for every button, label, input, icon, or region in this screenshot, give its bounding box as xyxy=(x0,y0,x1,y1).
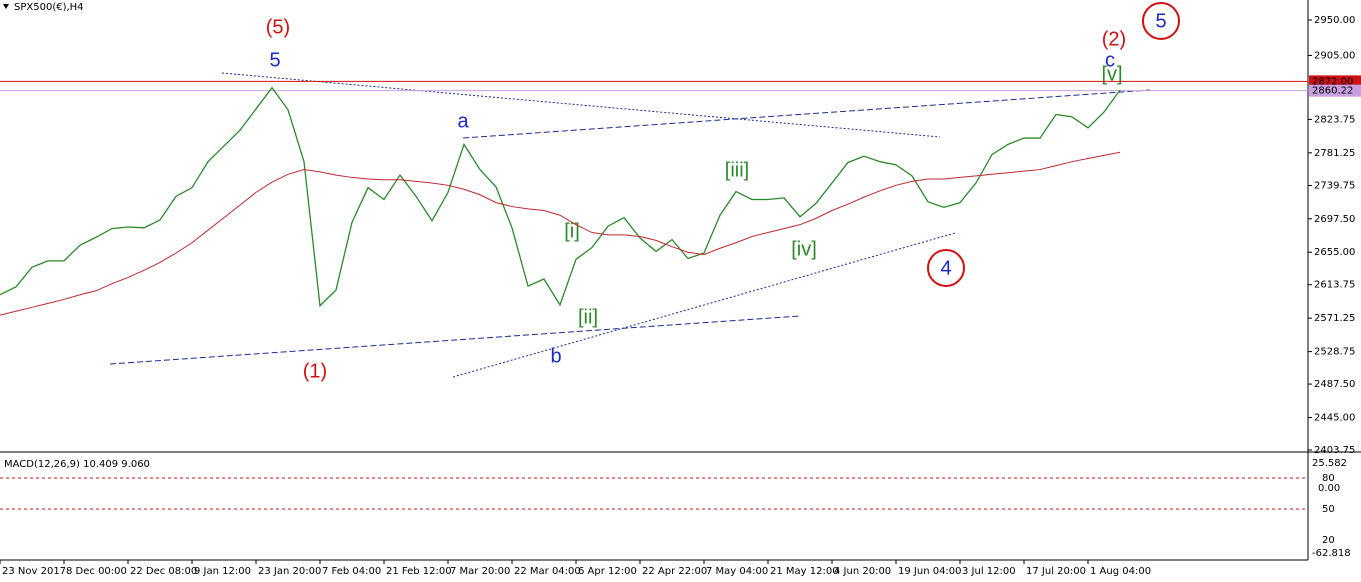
macd-axis-label: -62.818 xyxy=(1312,548,1351,559)
y-tick-label: 2528.75 xyxy=(1314,347,1355,358)
macd-axis-label: 0.00 xyxy=(1318,483,1340,494)
y-tick-label: 2781.25 xyxy=(1314,148,1355,159)
wave-label: a xyxy=(457,110,469,132)
x-tick-label: 7 Mar 20:00 xyxy=(450,566,510,577)
x-tick-label: 22 Dec 08:00 xyxy=(130,566,197,577)
wave-label: [ii] xyxy=(578,306,598,328)
x-tick-label: 23 Nov 2017 xyxy=(2,566,66,577)
x-tick-label: 3 Jul 12:00 xyxy=(962,566,1016,577)
macd-axis-label: 20 xyxy=(1322,535,1335,546)
price-tag-label: 2860.22 xyxy=(1312,86,1353,97)
x-tick-label: 22 Apr 22:00 xyxy=(642,566,707,577)
y-tick-label: 2613.75 xyxy=(1314,280,1355,291)
macd-label: MACD(12,26,9) 10.409 9.060 xyxy=(4,459,150,470)
wave-label: [iii] xyxy=(725,159,749,181)
trend-line xyxy=(221,72,941,138)
y-tick-label: 2445.00 xyxy=(1314,413,1355,424)
price-tag xyxy=(1309,84,1361,97)
price-tag-label: 2872.00 xyxy=(1312,76,1353,87)
wave-label: 5 xyxy=(269,49,280,71)
x-tick-label: 1 Aug 04:00 xyxy=(1090,566,1151,577)
macd-axis-label: 25.582 xyxy=(1312,458,1347,469)
series-line xyxy=(0,86,1121,308)
x-tick-label: 19 Jun 04:00 xyxy=(898,566,962,577)
wave-label: b xyxy=(550,345,561,367)
y-tick-label: 2905.00 xyxy=(1314,50,1355,61)
wave-label: 5 xyxy=(1155,10,1166,32)
x-tick-label: 4 Jun 20:00 xyxy=(834,566,891,577)
x-tick-label: 23 Jan 20:00 xyxy=(258,566,321,577)
wave-label: [iv] xyxy=(791,238,817,260)
y-tick-label: 2403.75 xyxy=(1314,445,1355,456)
x-tick-label: 17 Jul 20:00 xyxy=(1026,566,1086,577)
y-tick-label: 2739.75 xyxy=(1314,181,1355,192)
wave-circle xyxy=(1142,2,1180,40)
wave-circle xyxy=(927,249,965,287)
y-tick-label: 2823.75 xyxy=(1314,114,1355,125)
wave-label: (1) xyxy=(303,360,327,382)
x-tick-label: 21 May 12:00 xyxy=(770,566,839,577)
x-tick-label: 7 May 04:00 xyxy=(706,566,768,577)
wave-label: c xyxy=(1105,49,1115,71)
wave-label: (5) xyxy=(266,16,290,38)
symbol-icon xyxy=(3,4,9,9)
y-tick-label: 2697.50 xyxy=(1314,214,1355,225)
x-tick-label: 7 Feb 04:00 xyxy=(322,566,381,577)
trend-line xyxy=(452,232,956,378)
wave-label: (2) xyxy=(1102,28,1126,50)
y-tick-label: 2655.00 xyxy=(1314,247,1355,258)
x-tick-label: 22 Mar 04:00 xyxy=(514,566,581,577)
x-tick-label: 9 Jan 12:00 xyxy=(194,566,251,577)
macd-axis-label: 80 xyxy=(1322,473,1335,484)
wave-label: [v] xyxy=(1101,63,1122,85)
y-tick-label: 2571.25 xyxy=(1314,313,1355,324)
trend-line xyxy=(109,315,801,365)
macd-axis-label: 50 xyxy=(1322,504,1335,515)
series-line xyxy=(0,151,1121,316)
y-tick-label: 2950.00 xyxy=(1314,15,1355,26)
x-tick-label: 8 Dec 00:00 xyxy=(66,566,127,577)
wave-label: 4 xyxy=(940,257,951,279)
chart-title: SPX500(€),H4 xyxy=(14,2,84,13)
trend-line xyxy=(462,89,1151,139)
price-tag xyxy=(1309,75,1361,88)
y-tick-label: 2487.50 xyxy=(1314,379,1355,390)
wave-label: [i] xyxy=(564,220,580,242)
x-tick-label: 21 Feb 12:00 xyxy=(386,566,452,577)
x-tick-label: 6 Apr 12:00 xyxy=(578,566,637,577)
